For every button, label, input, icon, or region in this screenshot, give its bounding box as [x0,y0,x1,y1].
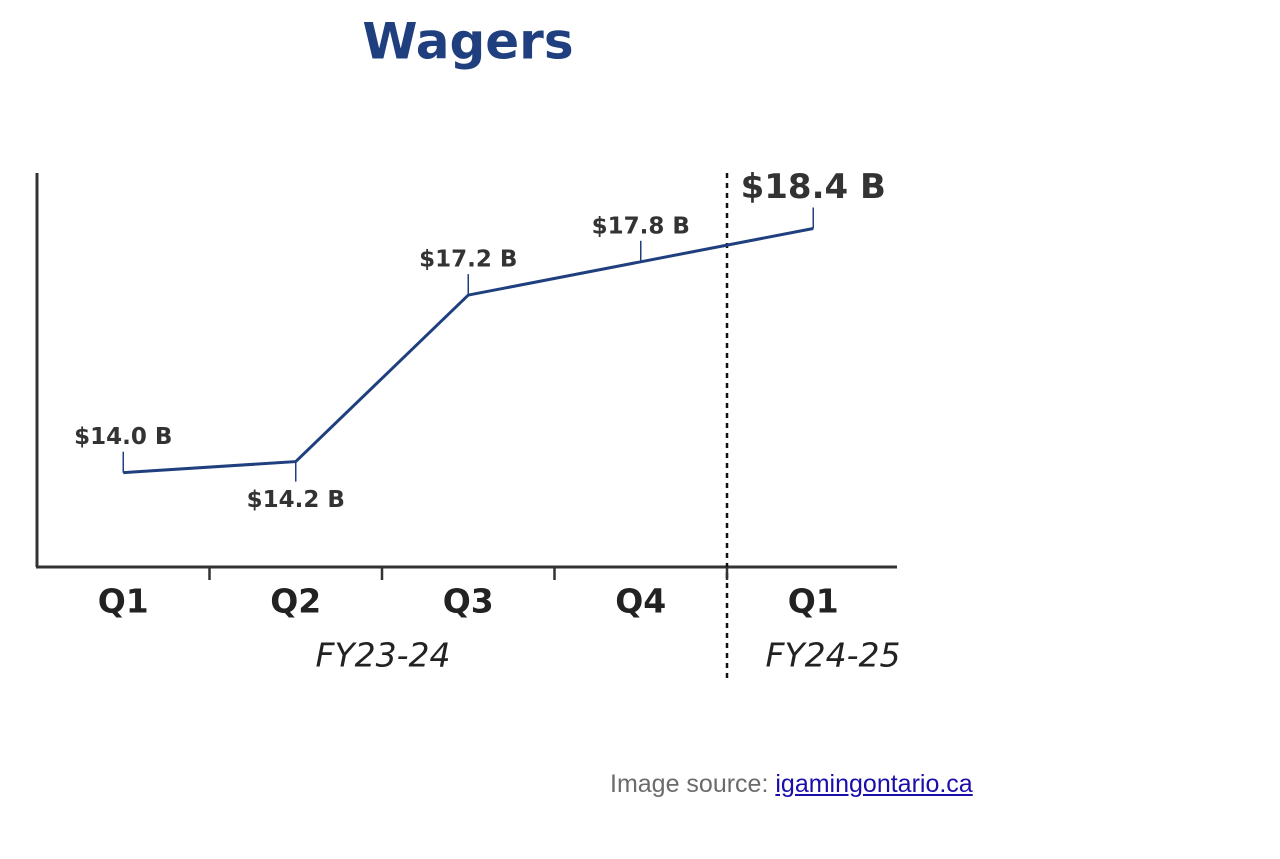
x-tick-label: Q2 [270,582,321,621]
value-label: $14.2 B [247,487,345,513]
x-tick-label: Q3 [443,582,494,621]
group-label: FY23-24 [315,636,450,675]
x-tick-label: Q1 [788,582,839,621]
group-label: FY24-25 [765,636,900,675]
data-line [123,227,814,475]
value-label: $17.2 B [419,247,517,273]
source-note: Image source: igamingontario.ca [610,770,973,799]
value-label: $14.0 B [74,424,172,450]
x-tick-label: Q1 [98,582,149,621]
value-label-highlight: $18.4 B [741,167,886,207]
source-link[interactable]: igamingontario.ca [775,770,973,798]
chart-title: Wagers [362,13,573,71]
value-label: $17.8 B [592,213,690,239]
x-tick-label: Q4 [615,582,666,621]
source-text: Image source: [610,770,769,798]
